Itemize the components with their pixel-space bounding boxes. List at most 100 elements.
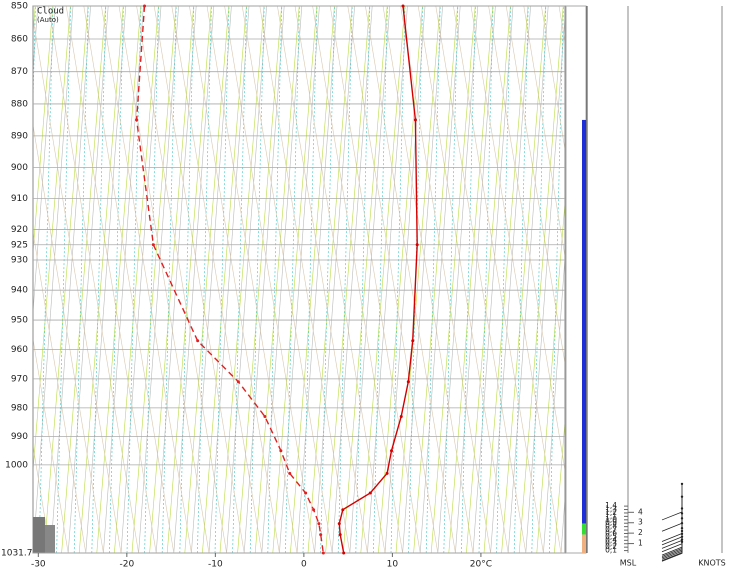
dry-adiabat: [505, 6, 565, 366]
mixing-ratio: [131, 6, 177, 553]
dry-adiabat: [189, 6, 280, 553]
alt-tick-label: 1,1: [605, 511, 617, 520]
dry-adiabat: [33, 123, 104, 553]
point: [304, 491, 308, 495]
moist-adiabat: [513, 6, 529, 553]
ground-bar: [33, 517, 45, 553]
mixing-ratio: [114, 6, 159, 553]
isotherm: [490, 6, 531, 553]
y-tick-label: 880: [11, 99, 28, 109]
moist-adiabat: [478, 6, 494, 553]
dry-adiabat: [33, 16, 122, 553]
wind-dot: [680, 526, 684, 530]
alt-tick-label: 1,2: [605, 508, 617, 517]
mixing-ratio: [448, 6, 494, 553]
point: [143, 4, 147, 8]
y-tick-label: 1000: [5, 460, 28, 470]
x-tick-label: 20°C: [470, 560, 492, 570]
wind-dot: [680, 540, 684, 544]
mixing-ratio: [501, 6, 546, 553]
y-tick-label: 910: [11, 194, 28, 204]
x-tick-label: -30: [31, 560, 46, 570]
alt-tick-label: 0,7: [605, 525, 617, 534]
point: [319, 533, 323, 537]
isotherm: [349, 6, 391, 553]
moist-adiabat: [232, 6, 247, 553]
wind-dot: [680, 517, 684, 520]
dry-adiabat: [488, 6, 565, 473]
isotherm: [384, 6, 426, 553]
point: [279, 449, 283, 453]
point: [135, 118, 139, 122]
y-tick-label: 990: [11, 432, 28, 442]
mixing-ratio: [149, 6, 194, 553]
isotherm: [437, 6, 479, 553]
moist-adiabat: [461, 6, 476, 553]
isotherm: [67, 6, 109, 553]
mixing-ratio: [96, 6, 142, 553]
mixing-ratio: [342, 6, 388, 553]
mixing-ratio: [360, 6, 406, 553]
wind-dot: [680, 538, 684, 541]
mixing-ratio: [430, 6, 476, 553]
wind-dot: [680, 507, 684, 510]
point: [263, 414, 267, 418]
point: [288, 471, 292, 475]
dry-adiabat: [33, 444, 51, 553]
y-tick-label: 940: [11, 286, 28, 296]
moist-adiabat: [531, 6, 547, 553]
isotherm: [191, 6, 232, 553]
moist-adiabat: [197, 6, 212, 553]
ft-tick-label: 1: [638, 539, 643, 548]
mixing-ratio: [272, 6, 318, 553]
mixing-ratio: [554, 417, 565, 553]
mixing-ratio: [378, 6, 423, 553]
point: [390, 449, 394, 453]
moist-adiabat: [496, 6, 511, 553]
mixing-ratio: [466, 6, 511, 553]
mixing-ratio: [219, 6, 265, 553]
dry-adiabat: [241, 6, 333, 553]
point: [415, 243, 419, 247]
mixing-ratio: [166, 6, 212, 553]
y-tick-label: 1031.7: [1, 549, 33, 559]
x-tick-label: 10: [387, 560, 399, 570]
isotherm: [543, 253, 565, 553]
alt-tick-label: 0,5: [605, 532, 617, 541]
dry-adiabat: [294, 6, 386, 553]
wind-dot: [680, 512, 684, 515]
wind-label: KNOTS: [698, 559, 726, 568]
dry-adiabat: [48, 6, 139, 553]
x-tick-label: -20: [119, 560, 134, 570]
mixing-ratio: [254, 6, 300, 553]
ft-tick-label: 3: [638, 518, 643, 527]
isotherm: [367, 6, 408, 553]
point: [399, 414, 403, 418]
dry-adiabat: [118, 6, 210, 553]
cloud-layer: [582, 119, 586, 524]
dry-adiabat: [277, 6, 368, 553]
cloud-layer: [582, 534, 586, 553]
isotherm: [155, 6, 197, 553]
isotherm: [507, 6, 549, 553]
point: [236, 380, 240, 384]
alt-tick-label: 0,1: [605, 546, 617, 555]
x-tick-label: -10: [208, 560, 223, 570]
y-tick-label: 860: [11, 35, 28, 45]
point: [342, 551, 346, 555]
dry-adiabat: [206, 6, 298, 553]
isotherm: [138, 6, 179, 553]
altitude-label: MSL: [620, 559, 637, 568]
dry-adiabat: [83, 6, 175, 553]
moist-adiabat: [73, 6, 89, 553]
isotherm: [85, 6, 127, 553]
dry-adiabat: [523, 6, 565, 259]
moist-adiabat: [179, 6, 195, 553]
moist-adiabat: [144, 6, 159, 553]
moist-adiabat: [285, 6, 300, 553]
isotherm: [103, 6, 144, 553]
moist-adiabat: [302, 6, 318, 553]
point: [338, 533, 342, 537]
point: [312, 508, 316, 512]
isotherm: [525, 12, 565, 553]
